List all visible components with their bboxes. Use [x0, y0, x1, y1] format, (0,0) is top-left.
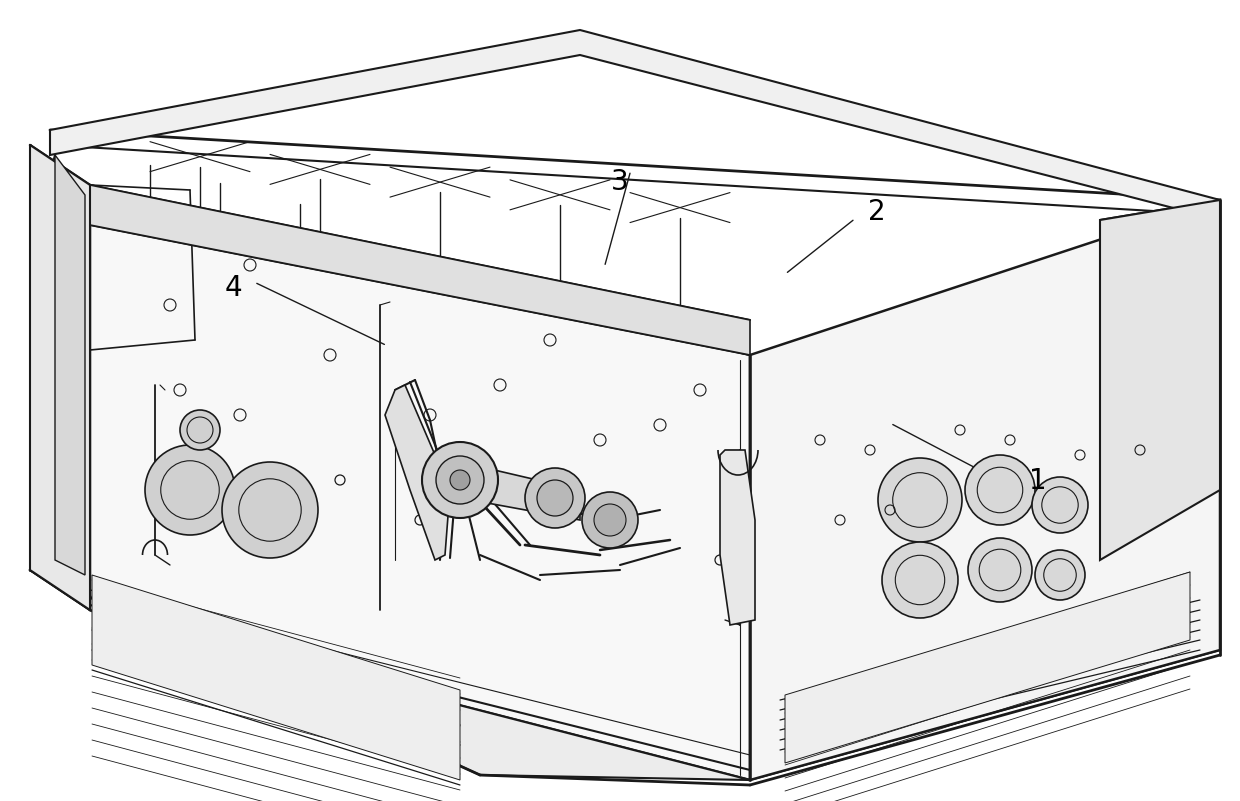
Polygon shape	[30, 570, 750, 780]
Circle shape	[965, 455, 1035, 525]
Polygon shape	[91, 185, 750, 355]
Polygon shape	[720, 450, 755, 625]
Polygon shape	[750, 200, 1220, 780]
Circle shape	[436, 456, 484, 504]
Text: 1: 1	[1029, 467, 1047, 494]
Circle shape	[450, 470, 470, 490]
Polygon shape	[750, 620, 1220, 780]
Circle shape	[537, 480, 573, 516]
Circle shape	[582, 492, 639, 548]
Polygon shape	[91, 185, 750, 780]
Polygon shape	[30, 145, 91, 610]
Polygon shape	[50, 30, 1220, 220]
Text: 2: 2	[868, 199, 885, 226]
Circle shape	[882, 542, 959, 618]
Circle shape	[1032, 477, 1087, 533]
Circle shape	[594, 504, 626, 536]
Circle shape	[968, 538, 1032, 602]
Circle shape	[222, 462, 317, 558]
Polygon shape	[384, 385, 450, 560]
Circle shape	[525, 468, 585, 528]
Text: 3: 3	[611, 168, 629, 196]
Polygon shape	[55, 155, 86, 575]
Text: 4: 4	[224, 275, 242, 302]
Polygon shape	[460, 462, 580, 520]
Polygon shape	[1100, 200, 1220, 560]
Polygon shape	[785, 572, 1190, 763]
Circle shape	[878, 458, 962, 542]
Polygon shape	[92, 575, 460, 780]
Circle shape	[145, 445, 236, 535]
Circle shape	[1035, 550, 1085, 600]
Circle shape	[180, 410, 219, 450]
Circle shape	[422, 442, 498, 518]
